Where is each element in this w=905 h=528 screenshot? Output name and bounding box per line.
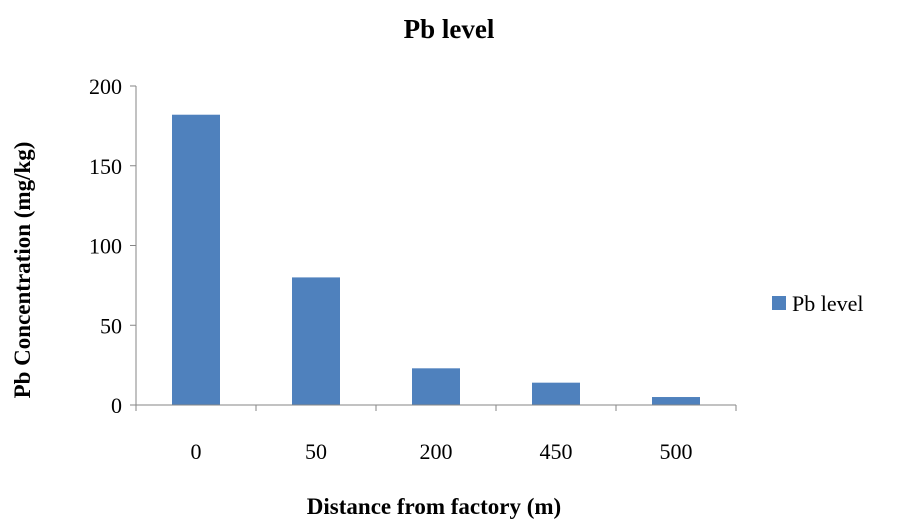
bar-200	[412, 368, 460, 405]
x-tick-label: 200	[420, 439, 453, 464]
bar-50	[292, 277, 340, 405]
x-axis-ticks: 0 50 200 450 500	[135, 405, 737, 464]
y-tick-label: 200	[89, 74, 122, 99]
x-tick-label: 50	[305, 439, 327, 464]
y-axis-title: Pb Concentration (mg/kg)	[10, 142, 35, 399]
y-tick-label: 150	[89, 154, 122, 179]
chart-title: Pb level	[404, 14, 495, 44]
x-tick-label: 450	[540, 439, 573, 464]
bar-500	[652, 397, 700, 405]
y-tick-label: 100	[89, 234, 122, 259]
bar-0	[172, 114, 220, 406]
legend-label: Pb level	[792, 291, 864, 316]
y-axis-ticks: 0 50 100 150 200	[89, 74, 136, 418]
x-tick-label: 500	[660, 439, 693, 464]
y-tick-label: 50	[100, 313, 122, 338]
x-axis-title: Distance from factory (m)	[307, 494, 561, 519]
bars	[172, 114, 700, 406]
bar-450	[532, 382, 580, 405]
y-tick-label: 0	[111, 393, 122, 418]
x-tick-label: 0	[191, 439, 202, 464]
legend: Pb level	[772, 291, 864, 316]
legend-swatch	[772, 296, 786, 310]
